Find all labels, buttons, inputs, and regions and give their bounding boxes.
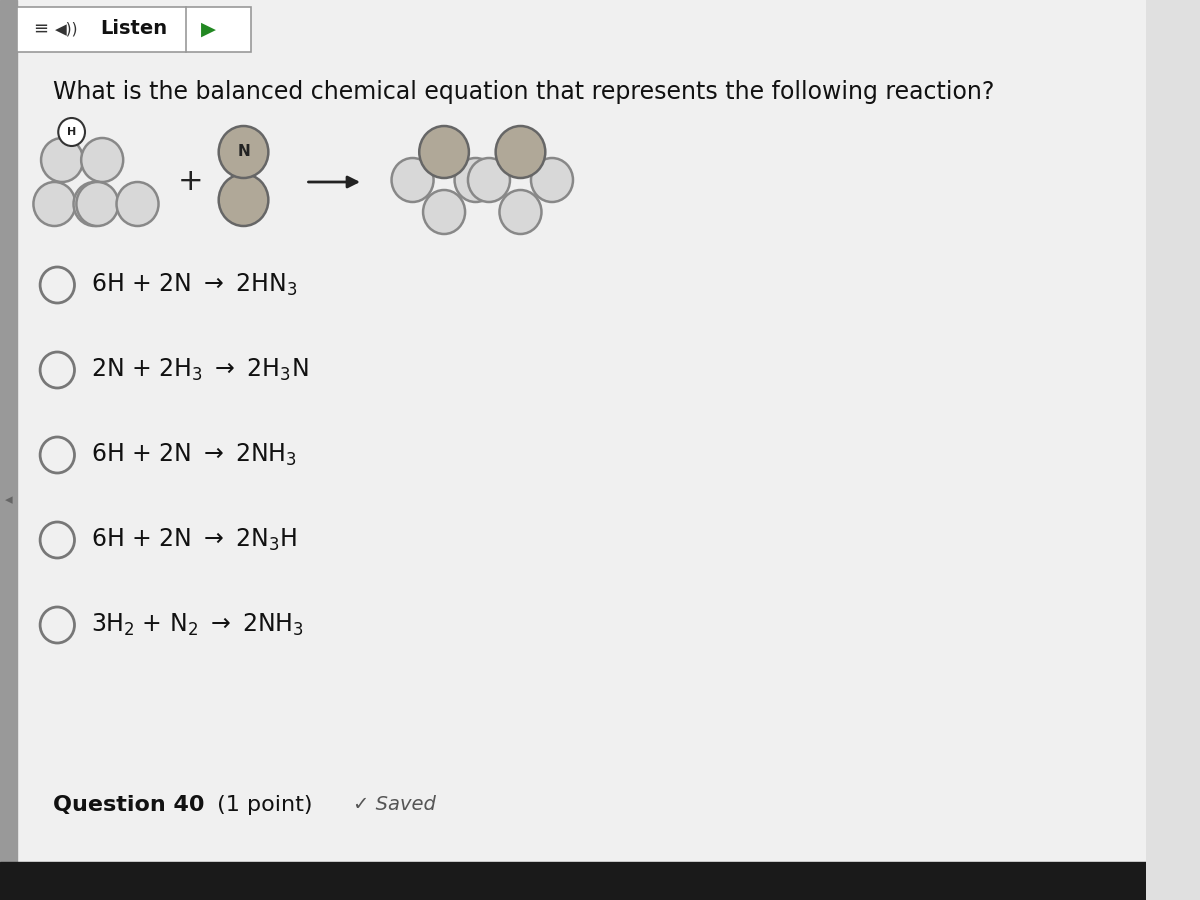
Circle shape <box>40 267 74 303</box>
Circle shape <box>218 174 269 226</box>
Text: 6H + 2N $\rightarrow$ 2N$_3$H: 6H + 2N $\rightarrow$ 2N$_3$H <box>91 526 296 554</box>
Circle shape <box>419 126 469 178</box>
Circle shape <box>40 522 74 558</box>
Text: Listen: Listen <box>101 20 168 39</box>
Circle shape <box>77 182 119 226</box>
Text: N: N <box>238 145 250 159</box>
Text: ◀)): ◀)) <box>55 22 79 37</box>
Text: ▶: ▶ <box>200 20 216 39</box>
Circle shape <box>496 126 545 178</box>
Circle shape <box>41 138 83 182</box>
Circle shape <box>499 190 541 234</box>
Text: H: H <box>67 127 77 137</box>
Text: 2N + 2H$_3$ $\rightarrow$ 2H$_3$N: 2N + 2H$_3$ $\rightarrow$ 2H$_3$N <box>91 357 308 383</box>
Text: Question 40: Question 40 <box>53 795 204 815</box>
Text: ≡: ≡ <box>34 20 48 38</box>
Text: ◂: ◂ <box>5 492 12 508</box>
Text: (1 point): (1 point) <box>210 795 312 815</box>
Text: +: + <box>178 167 204 196</box>
Circle shape <box>530 158 574 202</box>
Circle shape <box>218 126 269 178</box>
Circle shape <box>82 138 124 182</box>
Circle shape <box>40 352 74 388</box>
Bar <box>17 7 251 52</box>
Circle shape <box>40 607 74 643</box>
Circle shape <box>73 182 115 226</box>
Circle shape <box>424 190 466 234</box>
Text: ✓ Saved: ✓ Saved <box>353 796 437 814</box>
Circle shape <box>391 158 433 202</box>
Circle shape <box>116 182 158 226</box>
Circle shape <box>40 437 74 473</box>
Bar <box>0 862 1146 900</box>
Text: 3H$_2$ + N$_2$ $\rightarrow$ 2NH$_3$: 3H$_2$ + N$_2$ $\rightarrow$ 2NH$_3$ <box>91 612 304 638</box>
Circle shape <box>468 158 510 202</box>
Text: 6H + 2N $\rightarrow$ 2HN$_3$: 6H + 2N $\rightarrow$ 2HN$_3$ <box>91 272 296 298</box>
Text: 6H + 2N $\rightarrow$ 2NH$_3$: 6H + 2N $\rightarrow$ 2NH$_3$ <box>91 442 296 468</box>
Text: What is the balanced chemical equation that represents the following reaction?: What is the balanced chemical equation t… <box>53 80 994 104</box>
Bar <box>0 0 17 900</box>
Circle shape <box>34 182 76 226</box>
Circle shape <box>59 118 85 146</box>
Circle shape <box>455 158 497 202</box>
